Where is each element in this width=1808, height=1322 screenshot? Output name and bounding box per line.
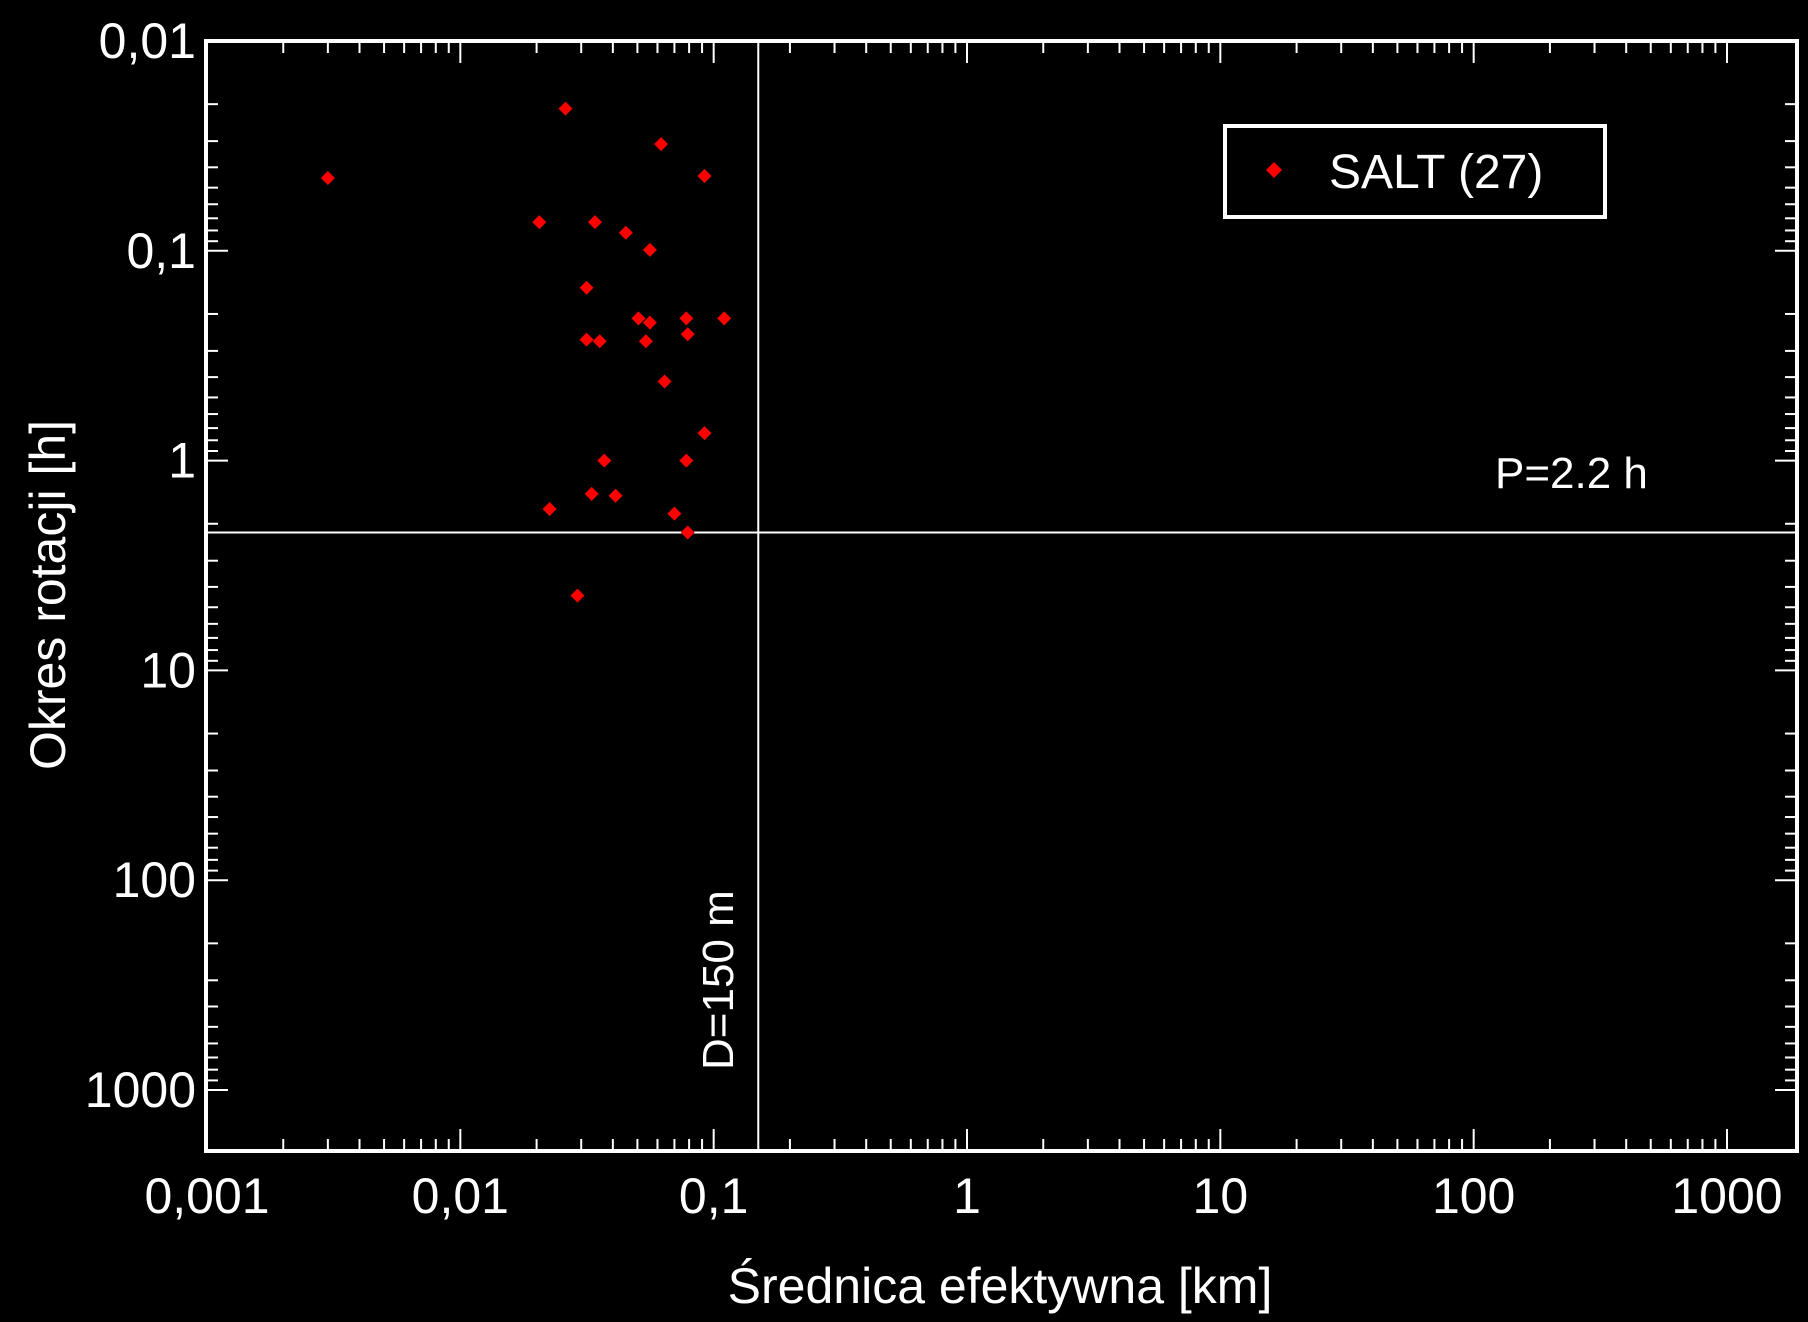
data-point [642, 315, 657, 330]
x-tick-label: 0,001 [144, 1168, 269, 1224]
y-tick-label: 0,01 [99, 13, 196, 69]
y-tick-label: 10 [140, 642, 196, 698]
x-tick-label: 1 [953, 1168, 981, 1224]
data-point [697, 426, 712, 441]
data-point [717, 311, 732, 326]
y-axis-title: Okres rotacji [h] [20, 420, 76, 770]
data-point [697, 168, 712, 183]
vertical-line-label: D=150 m [694, 890, 743, 1070]
x-tick-label: 10 [1193, 1168, 1249, 1224]
data-point [679, 453, 694, 468]
legend-box [1223, 124, 1607, 219]
data-point [579, 280, 594, 295]
data-point [642, 242, 657, 257]
legend-label: SALT (27) [1329, 146, 1543, 199]
data-point [679, 311, 694, 326]
data-point [320, 171, 335, 186]
data-point [657, 374, 672, 389]
data-point [542, 501, 557, 516]
data-point [608, 488, 623, 503]
horizontal-line-label: P=2.2 h [1495, 449, 1648, 498]
legend: SALT (27) [1223, 124, 1607, 219]
data-point [631, 311, 646, 326]
data-point [587, 215, 602, 230]
x-tick-label: 0,01 [412, 1168, 509, 1224]
y-tick-label: 1 [168, 433, 196, 489]
data-point [680, 327, 695, 342]
x-tick-label: 0,1 [679, 1168, 749, 1224]
data-point [618, 225, 633, 240]
data-points [320, 101, 732, 603]
data-point [532, 215, 547, 230]
y-tick-label: 100 [113, 852, 196, 908]
tick-labels: 0,001 0,01 0,1 1 10 100 1000 0,01 0,1 1 10 100 1000 [85, 13, 1783, 1224]
y-tick-label: 1000 [85, 1062, 196, 1118]
x-axis-title: Średnica efektywna [km] [728, 1257, 1273, 1314]
data-point [680, 525, 695, 540]
data-point [654, 137, 669, 152]
data-point [597, 453, 612, 468]
data-point [667, 506, 682, 521]
y-tick-label: 0,1 [126, 223, 196, 279]
data-point [638, 334, 653, 349]
data-point [558, 101, 573, 116]
plot-frame [204, 39, 1799, 1153]
data-point [584, 486, 599, 501]
data-point [579, 332, 594, 347]
x-tick-label: 1000 [1671, 1168, 1782, 1224]
x-tick-label: 100 [1432, 1168, 1515, 1224]
data-point [570, 588, 585, 603]
reference-lines [206, 41, 1797, 1151]
data-point [592, 334, 607, 349]
legend-marker [1266, 162, 1282, 178]
